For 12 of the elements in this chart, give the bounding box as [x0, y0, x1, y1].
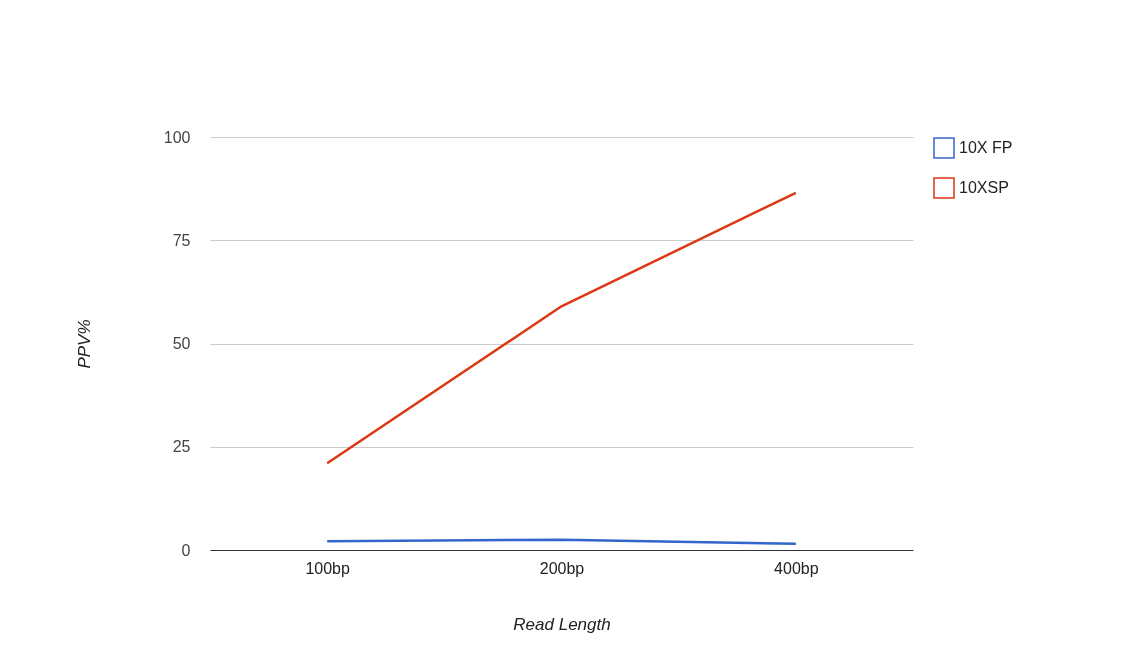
y-tick-label: 100 — [163, 128, 191, 146]
y-axis-title: PPV% — [74, 319, 94, 369]
y-tick-label: 25 — [172, 438, 191, 456]
y-tick-label: 75 — [172, 231, 191, 249]
legend-label: 10XSP — [959, 179, 1009, 196]
x-tick-label: 400bp — [774, 559, 819, 577]
y-tick-label: 50 — [172, 335, 191, 352]
y-tick-label: 0 — [181, 541, 191, 559]
legend-label: 10X FP — [959, 139, 1013, 156]
x-axis-title: Read Length — [513, 614, 611, 634]
x-tick-label: 100bp — [305, 559, 351, 577]
x-tick-label: 200bp — [539, 559, 585, 577]
